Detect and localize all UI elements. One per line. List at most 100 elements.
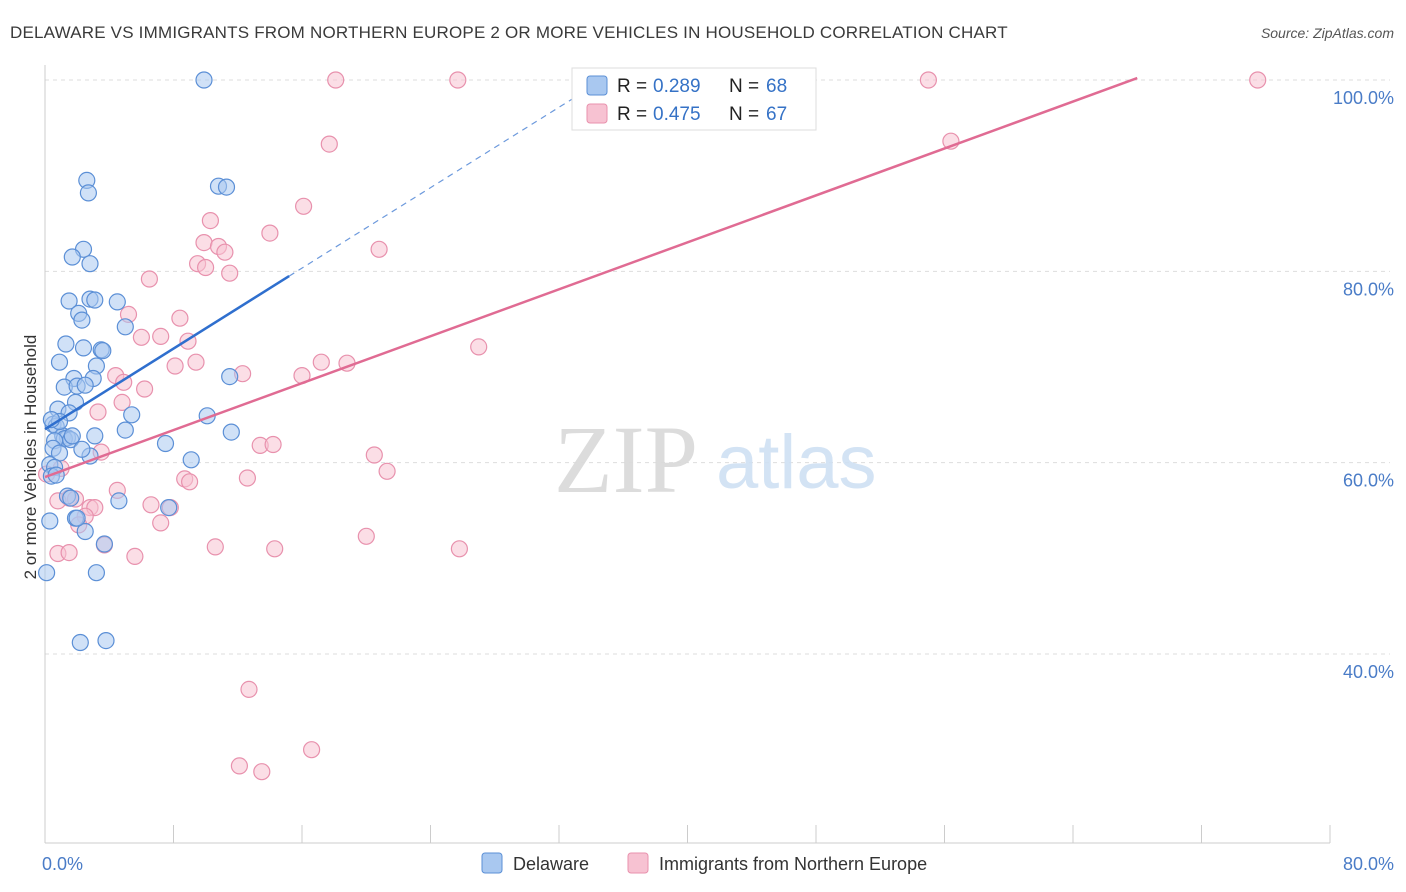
delaware-point xyxy=(116,421,134,439)
northern-europe-point xyxy=(450,540,468,558)
delaware-point xyxy=(222,423,240,441)
delaware-point xyxy=(86,427,104,445)
northern-europe-point xyxy=(230,757,248,775)
northern-europe-point xyxy=(152,327,170,345)
legend-r-value-northern-europe: 0.475 xyxy=(653,104,701,125)
delaware-point xyxy=(81,255,99,273)
delaware-point xyxy=(97,631,115,650)
source-label: Source: ZipAtlas.com xyxy=(1261,25,1394,41)
delaware-point xyxy=(123,406,141,424)
delaware-point xyxy=(62,489,80,507)
delaware-point xyxy=(110,492,128,510)
northern-europe-point xyxy=(266,540,284,558)
legend-n-label-delaware: N = xyxy=(729,76,759,97)
northern-europe-point xyxy=(238,469,256,487)
series-legend: Delaware Immigrants from Northern Europe xyxy=(481,852,927,874)
northern-europe-point xyxy=(264,435,282,454)
delaware-point xyxy=(60,292,78,310)
northern-europe-point xyxy=(253,763,271,781)
legend-n-value-northern-europe: 67 xyxy=(766,104,787,125)
delaware-point xyxy=(86,291,104,309)
y-tick-labels: 40.0% 60.0% 80.0% 100.0% xyxy=(1333,88,1394,682)
northern-europe-point xyxy=(327,71,345,89)
delaware-point xyxy=(37,564,56,582)
northern-europe-point xyxy=(181,473,199,491)
northern-europe-point xyxy=(187,353,205,371)
northern-europe-point xyxy=(303,741,321,759)
delaware-point xyxy=(94,342,112,360)
legend-n-label-northern-europe: N = xyxy=(729,104,759,125)
delaware-point xyxy=(160,499,178,517)
northern-europe-point xyxy=(365,446,383,464)
northern-europe-point xyxy=(113,393,131,411)
northern-europe-point xyxy=(295,197,313,215)
y-tick-label: 40.0% xyxy=(1343,662,1394,682)
northern-europe-point xyxy=(206,538,224,556)
x-tick-label-min: 0.0% xyxy=(42,854,83,874)
northern-europe-point xyxy=(240,680,258,699)
northern-europe-point xyxy=(378,462,396,480)
stats-legend-box xyxy=(571,67,817,131)
delaware-point xyxy=(41,512,59,530)
legend-r-label-delaware: R = xyxy=(617,76,647,97)
delaware-point xyxy=(57,335,75,353)
bottom-legend-swatch-delaware xyxy=(481,852,503,874)
northern-europe-point xyxy=(1249,71,1267,89)
northern-europe-point xyxy=(89,403,107,421)
stats-legend: R = 0.289 N = 68 R = 0.475 N = 67 xyxy=(571,67,817,131)
legend-swatch-delaware xyxy=(586,75,608,96)
chart-title: DELAWARE VS IMMIGRANTS FROM NORTHERN EUR… xyxy=(10,23,1008,42)
delaware-trend-extension xyxy=(288,76,608,277)
northern-europe-point xyxy=(140,270,158,288)
northern-europe-point xyxy=(132,328,150,346)
legend-n-value-delaware: 68 xyxy=(766,76,787,97)
watermark-atlas: atlas xyxy=(716,420,877,505)
northern-europe-point xyxy=(216,243,234,261)
delaware-point xyxy=(182,451,200,469)
y-tick-label: 100.0% xyxy=(1333,88,1394,108)
delaware-point xyxy=(76,522,94,541)
delaware-point xyxy=(71,633,89,652)
trend-layer xyxy=(44,76,1138,479)
northern-europe-point xyxy=(166,357,184,375)
delaware-point xyxy=(73,440,91,458)
watermark: ZIP atlas xyxy=(554,406,877,513)
northern-europe-point xyxy=(142,496,160,514)
delaware-point xyxy=(74,339,93,357)
delaware-point xyxy=(50,353,69,371)
northern-europe-point xyxy=(197,258,215,277)
delaware-point xyxy=(156,434,175,453)
northern-europe-point xyxy=(152,514,170,532)
northern-europe-point xyxy=(201,212,219,230)
northern-europe-point xyxy=(136,380,154,398)
delaware-point xyxy=(95,535,114,553)
legend-r-value-delaware: 0.289 xyxy=(653,76,701,97)
delaware-point xyxy=(217,178,236,196)
delaware-point xyxy=(73,311,91,329)
northern-europe-point xyxy=(357,527,375,545)
northern-europe-point xyxy=(60,543,78,562)
bottom-legend-label-northern-europe: Immigrants from Northern Europe xyxy=(659,854,927,874)
northern-europe-point xyxy=(171,309,189,327)
y-tick-label: 80.0% xyxy=(1343,279,1394,299)
delaware-point xyxy=(195,71,213,89)
northern-europe-point xyxy=(470,338,488,356)
northern-europe-point xyxy=(919,71,938,89)
northern-europe-point xyxy=(320,135,338,153)
bottom-legend-label-delaware: Delaware xyxy=(513,854,589,874)
legend-swatch-northern-europe xyxy=(586,103,608,124)
northern-europe-point xyxy=(221,264,239,282)
delaware-point xyxy=(108,293,126,311)
bottom-legend-swatch-northern-europe xyxy=(627,852,649,874)
delaware-point xyxy=(63,427,81,445)
northern-europe-trend-line xyxy=(44,76,1138,479)
delaware-point xyxy=(63,248,81,266)
northern-europe-point xyxy=(126,547,144,566)
northern-europe-point xyxy=(195,234,213,252)
northern-europe-point xyxy=(449,71,467,89)
watermark-zip: ZIP xyxy=(554,406,698,513)
grid-layer xyxy=(44,65,1390,844)
delaware-trend-line xyxy=(44,275,290,431)
delaware-point xyxy=(116,318,134,336)
